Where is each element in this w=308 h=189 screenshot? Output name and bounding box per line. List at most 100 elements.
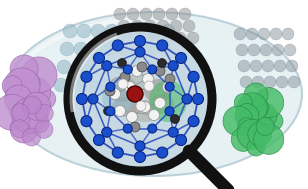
Circle shape — [135, 47, 145, 57]
Circle shape — [286, 60, 298, 72]
Circle shape — [123, 124, 132, 133]
Circle shape — [264, 76, 276, 88]
Circle shape — [23, 92, 51, 120]
Circle shape — [262, 60, 274, 72]
Circle shape — [21, 57, 57, 93]
Circle shape — [116, 42, 130, 56]
Circle shape — [254, 124, 284, 154]
Circle shape — [179, 8, 191, 20]
Circle shape — [81, 71, 92, 82]
Circle shape — [155, 60, 169, 74]
Circle shape — [131, 20, 143, 32]
Circle shape — [23, 96, 41, 114]
Circle shape — [137, 62, 147, 72]
Circle shape — [117, 59, 127, 67]
Circle shape — [284, 44, 296, 56]
Circle shape — [132, 66, 143, 77]
Circle shape — [240, 76, 252, 88]
Circle shape — [127, 8, 139, 20]
Circle shape — [133, 24, 147, 38]
Circle shape — [94, 53, 104, 64]
Circle shape — [238, 118, 256, 136]
Circle shape — [68, 78, 82, 92]
Circle shape — [187, 32, 199, 44]
Circle shape — [106, 82, 115, 91]
Circle shape — [118, 79, 128, 89]
Circle shape — [247, 138, 265, 156]
Circle shape — [82, 78, 96, 92]
Circle shape — [2, 76, 22, 96]
Ellipse shape — [150, 94, 174, 114]
Circle shape — [188, 116, 199, 127]
Circle shape — [251, 99, 269, 117]
Circle shape — [165, 74, 175, 84]
Circle shape — [76, 94, 87, 105]
Circle shape — [112, 40, 123, 51]
Circle shape — [88, 42, 102, 56]
Circle shape — [246, 28, 258, 40]
Circle shape — [188, 71, 199, 82]
Circle shape — [147, 24, 161, 38]
Circle shape — [176, 135, 187, 146]
Circle shape — [174, 32, 186, 44]
Circle shape — [163, 81, 173, 92]
Circle shape — [236, 44, 248, 56]
Ellipse shape — [144, 79, 172, 103]
Circle shape — [123, 65, 132, 74]
Circle shape — [258, 28, 270, 40]
Circle shape — [20, 73, 40, 93]
Circle shape — [165, 82, 174, 91]
Circle shape — [115, 105, 125, 116]
Circle shape — [124, 81, 136, 92]
Circle shape — [29, 113, 49, 133]
Circle shape — [102, 61, 112, 71]
Circle shape — [256, 118, 274, 136]
Circle shape — [130, 122, 140, 132]
Circle shape — [103, 106, 112, 115]
Circle shape — [248, 122, 272, 146]
Circle shape — [158, 42, 172, 56]
Circle shape — [176, 53, 187, 64]
Circle shape — [23, 128, 41, 146]
Circle shape — [157, 147, 168, 158]
Circle shape — [127, 60, 141, 74]
Circle shape — [244, 83, 268, 107]
Circle shape — [148, 124, 157, 133]
Circle shape — [272, 44, 284, 56]
Circle shape — [148, 109, 160, 121]
Circle shape — [106, 107, 115, 116]
Circle shape — [23, 78, 51, 106]
Circle shape — [77, 24, 91, 38]
Circle shape — [127, 86, 143, 102]
Circle shape — [10, 115, 38, 143]
Circle shape — [235, 104, 259, 128]
Circle shape — [135, 152, 145, 163]
Circle shape — [112, 147, 123, 158]
Circle shape — [282, 28, 294, 40]
Circle shape — [252, 76, 264, 88]
Circle shape — [135, 36, 145, 46]
Circle shape — [254, 88, 284, 118]
Circle shape — [192, 94, 204, 105]
Circle shape — [4, 85, 32, 113]
Circle shape — [85, 60, 99, 74]
Ellipse shape — [121, 72, 149, 90]
Ellipse shape — [6, 12, 302, 176]
Circle shape — [248, 44, 260, 56]
Circle shape — [102, 42, 116, 56]
Circle shape — [231, 127, 255, 151]
Circle shape — [237, 119, 267, 149]
Circle shape — [288, 76, 300, 88]
Circle shape — [4, 68, 40, 104]
Circle shape — [81, 116, 92, 127]
Circle shape — [157, 20, 169, 32]
Circle shape — [223, 106, 253, 136]
Circle shape — [11, 120, 29, 138]
Circle shape — [110, 88, 120, 99]
Circle shape — [253, 104, 277, 128]
Circle shape — [135, 32, 147, 44]
Circle shape — [110, 78, 124, 92]
Circle shape — [238, 60, 250, 72]
Circle shape — [68, 27, 212, 171]
Ellipse shape — [129, 100, 161, 122]
